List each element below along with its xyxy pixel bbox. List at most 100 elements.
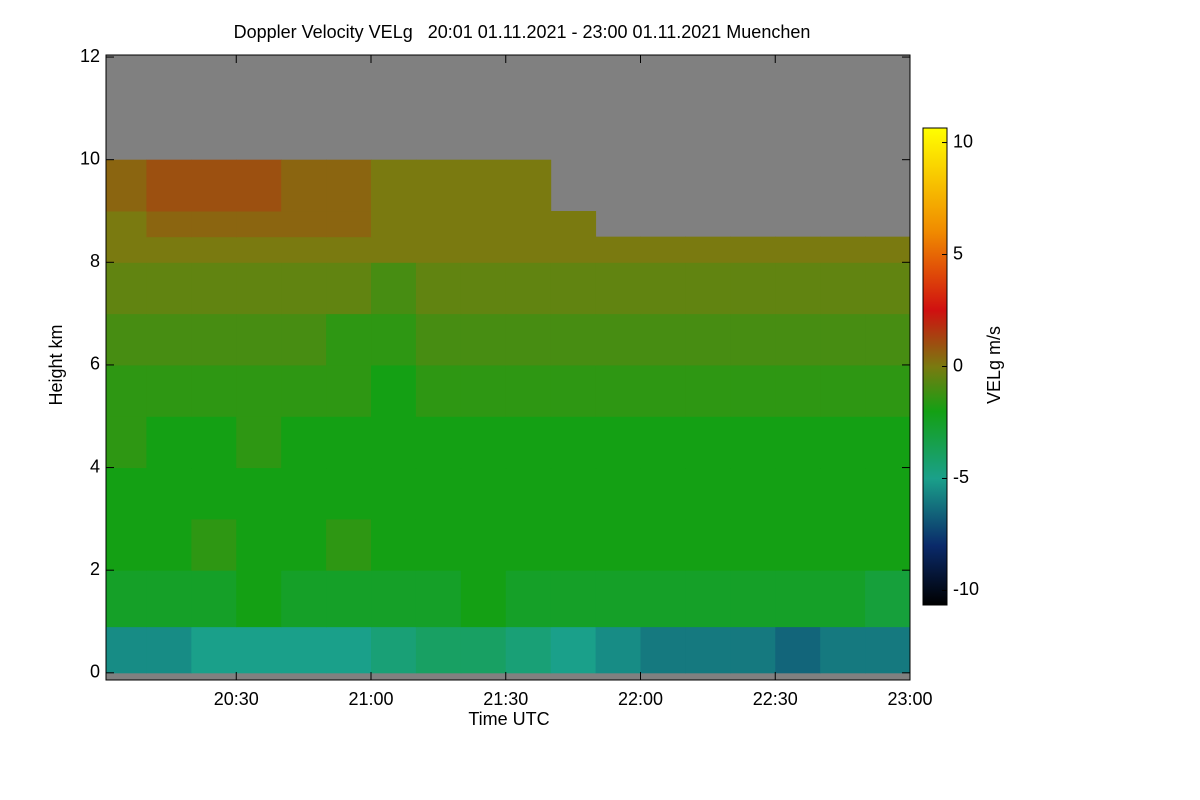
y-tick-label: 4 <box>90 456 100 476</box>
heat-cell <box>106 626 147 674</box>
heat-cell <box>236 262 282 315</box>
heat-cell <box>281 262 327 315</box>
heat-cell <box>460 210 507 238</box>
heat-cell <box>550 313 597 366</box>
heat-cell <box>191 364 237 417</box>
heat-cell <box>460 467 507 520</box>
heat-cell <box>505 626 552 674</box>
heat-cell <box>730 416 776 469</box>
heat-cell <box>820 570 866 628</box>
heat-cell <box>865 416 911 469</box>
colorbar-tick-label: 10 <box>953 131 973 151</box>
heat-cell <box>326 159 372 212</box>
heat-cell <box>595 570 642 628</box>
heat-cell <box>595 262 642 315</box>
heat-cell <box>505 210 552 238</box>
heat-cell <box>550 570 597 628</box>
heat-cell <box>371 364 417 417</box>
heat-cell <box>415 416 462 469</box>
heat-cell <box>191 570 237 628</box>
heat-cell <box>326 518 372 571</box>
heat-cell <box>865 626 911 674</box>
heat-cell <box>415 262 462 315</box>
heat-cell <box>371 236 417 263</box>
heat-cell <box>106 518 147 571</box>
heat-cell <box>685 570 731 628</box>
heat-cell <box>146 416 192 469</box>
heat-cell <box>146 364 192 417</box>
heat-cell <box>415 467 462 520</box>
heat-cell <box>640 467 686 520</box>
x-tick-label: 21:30 <box>483 689 528 709</box>
heat-cell <box>281 570 327 628</box>
heat-cell <box>460 236 507 263</box>
heat-cell <box>371 570 417 628</box>
heat-cell <box>820 626 866 674</box>
heat-cell <box>685 467 731 520</box>
heat-cell <box>505 518 552 571</box>
heat-cell <box>640 262 686 315</box>
heat-cell <box>371 262 417 315</box>
heat-cell <box>371 416 417 469</box>
heat-cell <box>326 210 372 238</box>
heat-cell <box>730 626 776 674</box>
heat-cell <box>595 313 642 366</box>
heat-cell <box>326 570 372 628</box>
heat-cell <box>640 313 686 366</box>
heat-cell <box>460 518 507 571</box>
heat-cell <box>595 518 642 571</box>
heat-cell <box>281 313 327 366</box>
heat-cell <box>685 236 731 263</box>
heat-cell <box>191 210 237 238</box>
y-tick-label: 10 <box>80 148 100 168</box>
heat-cell <box>685 518 731 571</box>
heat-cell <box>640 236 686 263</box>
heat-cell <box>505 364 552 417</box>
heat-cell <box>550 416 597 469</box>
y-axis-label: Height km <box>46 324 66 405</box>
heat-cell <box>371 467 417 520</box>
heat-cell <box>106 364 147 417</box>
y-tick-label: 2 <box>90 559 100 579</box>
x-tick-label: 23:00 <box>887 689 932 709</box>
heat-cell <box>820 236 866 263</box>
heat-cell <box>775 364 821 417</box>
chart-title: Doppler Velocity VELg 20:01 01.11.2021 -… <box>234 22 811 42</box>
heat-cell <box>281 416 327 469</box>
heat-cell <box>281 518 327 571</box>
heat-cell <box>371 626 417 674</box>
heat-cell <box>730 364 776 417</box>
heat-cell <box>146 159 192 212</box>
heat-cell <box>281 159 327 212</box>
y-tick-label: 12 <box>80 46 100 66</box>
heat-cell <box>640 364 686 417</box>
heat-cell <box>281 236 327 263</box>
heat-cell <box>326 467 372 520</box>
heat-cell <box>550 364 597 417</box>
heat-cell <box>146 518 192 571</box>
heat-cell <box>775 236 821 263</box>
heat-cell <box>146 262 192 315</box>
heat-cell <box>550 262 597 315</box>
heat-cell <box>146 626 192 674</box>
heat-cell <box>191 416 237 469</box>
heat-cell <box>595 626 642 674</box>
y-tick-label: 6 <box>90 354 100 374</box>
colorbar-tick-label: -10 <box>953 579 979 599</box>
heat-cell <box>236 159 282 212</box>
heat-cell <box>191 626 237 674</box>
x-tick-label: 21:00 <box>348 689 393 709</box>
heat-cell <box>505 159 552 212</box>
heat-cell <box>775 518 821 571</box>
heat-cell <box>865 262 911 315</box>
heat-cell <box>775 416 821 469</box>
heat-cell <box>191 313 237 366</box>
heat-cell <box>550 236 597 263</box>
heat-cell <box>281 364 327 417</box>
heat-cell <box>550 518 597 571</box>
heat-cell <box>371 159 417 212</box>
colorbar-tick-label: -5 <box>953 467 969 487</box>
heat-cell <box>236 313 282 366</box>
heat-cell <box>865 364 911 417</box>
heat-cell <box>415 313 462 366</box>
